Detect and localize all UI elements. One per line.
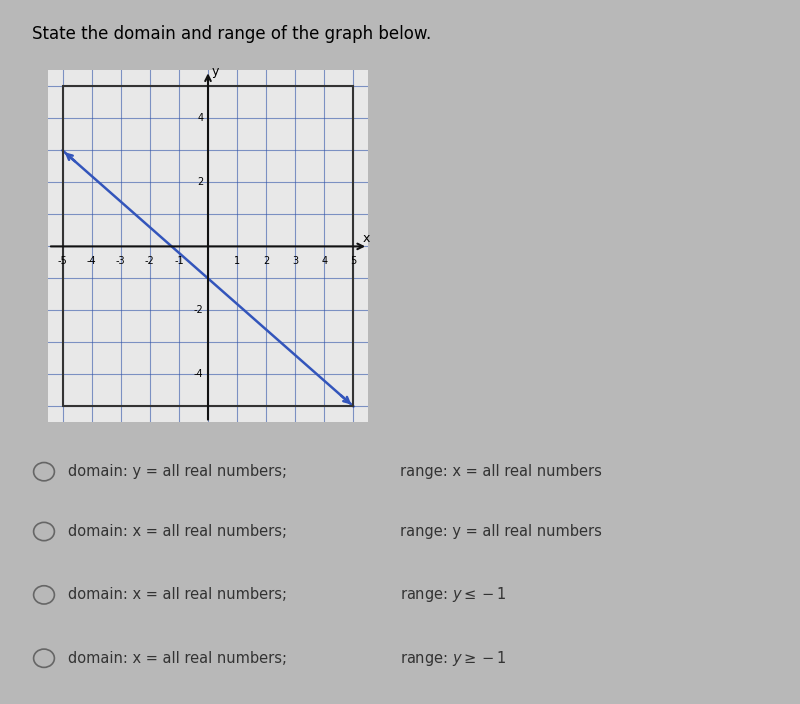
Text: 2: 2 — [263, 256, 270, 266]
Text: domain: x = all real numbers;: domain: x = all real numbers; — [68, 587, 287, 603]
Text: range: $y \geq -1$: range: $y \geq -1$ — [400, 649, 506, 667]
Text: range: x = all real numbers: range: x = all real numbers — [400, 464, 602, 479]
Text: domain: x = all real numbers;: domain: x = all real numbers; — [68, 650, 287, 666]
Text: domain: y = all real numbers;: domain: y = all real numbers; — [68, 464, 287, 479]
Text: 2: 2 — [198, 177, 204, 187]
Text: domain: x = all real numbers;: domain: x = all real numbers; — [68, 524, 287, 539]
Text: 4: 4 — [322, 256, 327, 266]
Text: 5: 5 — [350, 256, 357, 266]
Text: State the domain and range of the graph below.: State the domain and range of the graph … — [32, 25, 431, 43]
Text: range: y = all real numbers: range: y = all real numbers — [400, 524, 602, 539]
Text: y: y — [211, 65, 219, 79]
Text: 4: 4 — [198, 113, 204, 123]
Text: -4: -4 — [87, 256, 97, 266]
Text: -3: -3 — [116, 256, 126, 266]
Text: 3: 3 — [292, 256, 298, 266]
Text: -2: -2 — [145, 256, 154, 266]
Text: x: x — [363, 232, 370, 245]
Text: -1: -1 — [174, 256, 184, 266]
Text: range: $y \leq -1$: range: $y \leq -1$ — [400, 586, 506, 604]
Text: 1: 1 — [234, 256, 240, 266]
Text: -5: -5 — [58, 256, 67, 266]
Text: -4: -4 — [194, 370, 204, 379]
Text: -2: -2 — [194, 306, 204, 315]
